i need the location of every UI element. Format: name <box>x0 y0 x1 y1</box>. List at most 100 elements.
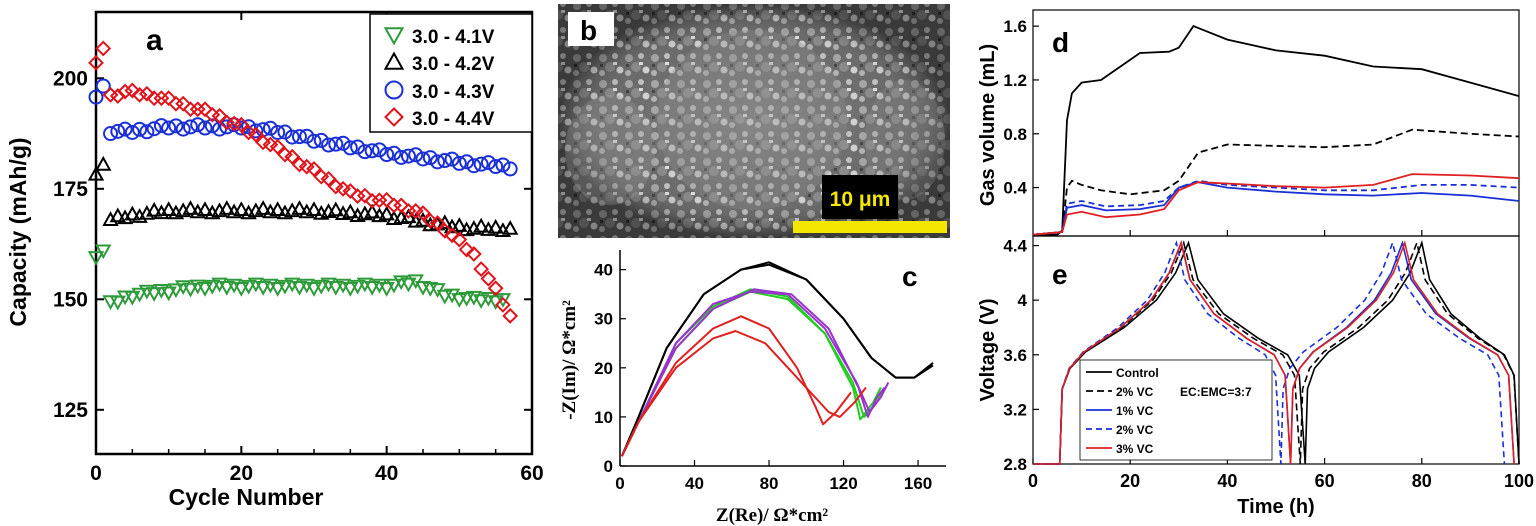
c-curve-black-2 <box>620 261 934 457</box>
a-marker-circle <box>313 132 329 148</box>
d-curve-3% VC <box>1032 173 1520 236</box>
legend-marker-circle <box>384 80 404 100</box>
panel-c: 0 40 80 120 160 0 10 20 30 40 c Z(Re)/ Ω*cm² -Z(I… <box>559 250 946 526</box>
a-marker-circle <box>459 154 475 170</box>
a-marker-circle <box>117 121 133 137</box>
a-marker-triangle-down <box>109 295 126 311</box>
panel-c-curves <box>620 261 934 457</box>
a-marker-diamond <box>465 246 482 262</box>
legend-marker-diamond <box>384 107 404 127</box>
a-ytick-label: 175 <box>53 178 88 201</box>
a-marker-circle <box>110 123 126 139</box>
a-marker-circle <box>342 140 358 156</box>
e-ytick-label: 2.8 <box>1003 455 1027 474</box>
a-marker-triangle-down <box>291 280 308 296</box>
a-marker-diamond <box>131 86 148 103</box>
c-ytick-label: 0 <box>604 457 613 476</box>
a-marker-circle <box>204 118 220 134</box>
a-marker-circle <box>350 139 366 155</box>
a-marker-triangle-down <box>443 288 461 304</box>
a-marker-circle <box>495 157 511 173</box>
legend-marker-triangle-up <box>383 51 405 70</box>
legend-label-4-4v: 3.0 - 4.4V <box>412 109 495 130</box>
d-curve-2% VC <box>1032 179 1520 236</box>
a-marker-triangle-down <box>363 280 381 296</box>
a-marker-triangle-down <box>167 283 185 299</box>
a-marker-triangle-up <box>95 155 112 171</box>
a-marker-diamond <box>371 192 388 209</box>
a-marker-diamond <box>138 85 155 102</box>
e-xtick-label: 80 <box>1412 471 1432 491</box>
a-marker-triangle-down <box>327 280 344 296</box>
panel-c-label: c <box>902 261 918 292</box>
a-marker-diamond <box>95 40 112 57</box>
panel-e-ticks: 0 20 40 60 80 100 2.8 3.2 3.6 4 4.4 <box>1003 237 1534 491</box>
a-marker-diamond <box>262 136 279 153</box>
scale-bar <box>793 221 947 233</box>
e-legend-label-3vc: 3% VC <box>1116 442 1154 456</box>
c-ytick-label: 10 <box>594 408 613 427</box>
a-marker-circle <box>306 133 322 149</box>
a-marker-diamond <box>124 82 141 99</box>
sem-particle-right <box>865 80 945 200</box>
a-marker-triangle-down <box>494 293 512 308</box>
panel-d: 0.4 0.8 1.2 1.6 d Gas volume (mL) <box>977 9 1520 237</box>
e-legend-label-1vc: 1% VC <box>1116 404 1154 418</box>
a-marker-triangle-down <box>218 280 235 296</box>
a-marker-diamond <box>356 187 373 204</box>
a-marker-triangle-up <box>305 201 323 216</box>
c-xtick-label: 120 <box>829 474 857 493</box>
e-legend-label-2vc-black: 2% VC <box>1116 385 1154 399</box>
a-marker-circle <box>444 151 460 167</box>
a-xtick-label: 0 <box>90 462 102 485</box>
a-marker-circle <box>466 158 482 174</box>
panel-d-frame <box>1032 9 1520 237</box>
a-marker-circle <box>190 117 206 133</box>
panel-a-label: a <box>146 24 163 57</box>
panel-d-ticks: 0.4 0.8 1.2 1.6 <box>1003 17 1423 236</box>
d-curve-2% VC EC:EMC=3:7 <box>1032 128 1520 236</box>
c-xtick-label: 80 <box>760 474 779 493</box>
a-marker-diamond <box>436 222 453 239</box>
a-marker-diamond <box>175 95 192 112</box>
a-marker-diamond <box>298 158 315 175</box>
e-legend-label-control: Control <box>1116 366 1159 380</box>
c-ytick-label: 40 <box>594 261 613 280</box>
a-ytick-label: 200 <box>53 67 88 90</box>
c-xtick-label: 160 <box>904 474 932 493</box>
a-marker-triangle-down <box>451 293 468 308</box>
a-marker-triangle-down <box>182 282 199 298</box>
panel-c-xlabel: Z(Re)/ Ω*cm² <box>716 505 828 526</box>
a-marker-diamond <box>117 83 133 100</box>
a-marker-diamond <box>415 205 431 222</box>
scale-bar-label-box <box>822 175 898 219</box>
a-marker-triangle-down <box>276 279 294 295</box>
a-marker-diamond <box>88 54 104 71</box>
a-marker-circle <box>219 119 235 135</box>
a-marker-circle <box>146 121 162 137</box>
e-xtick-label: 20 <box>1120 471 1140 491</box>
panel-d-ylabel: Gas volume (mL) <box>977 44 999 206</box>
a-marker-circle <box>284 129 300 145</box>
a-marker-circle <box>386 145 402 161</box>
a-marker-circle <box>103 126 119 142</box>
a-marker-diamond <box>233 116 250 133</box>
a-marker-diamond <box>480 270 497 287</box>
a-marker-triangle-down <box>349 279 366 295</box>
a-marker-circle <box>379 147 395 163</box>
a-marker-circle <box>430 154 446 170</box>
e-ytick-label: 3.2 <box>1003 400 1027 419</box>
a-marker-circle <box>182 119 198 135</box>
a-marker-circle <box>364 143 380 159</box>
panel-e-frame <box>1032 235 1520 465</box>
e-xtick-label: 40 <box>1217 471 1237 491</box>
a-ytick-label: 150 <box>53 288 88 311</box>
a-marker-circle <box>480 155 496 171</box>
a-marker-triangle-up <box>327 201 344 217</box>
a-marker-diamond <box>444 227 460 244</box>
a-marker-triangle-down <box>458 291 475 307</box>
a-marker-triangle-down <box>313 279 330 295</box>
a-xtick-label: 40 <box>375 462 398 485</box>
d-curve-1% VC <box>1032 181 1520 236</box>
